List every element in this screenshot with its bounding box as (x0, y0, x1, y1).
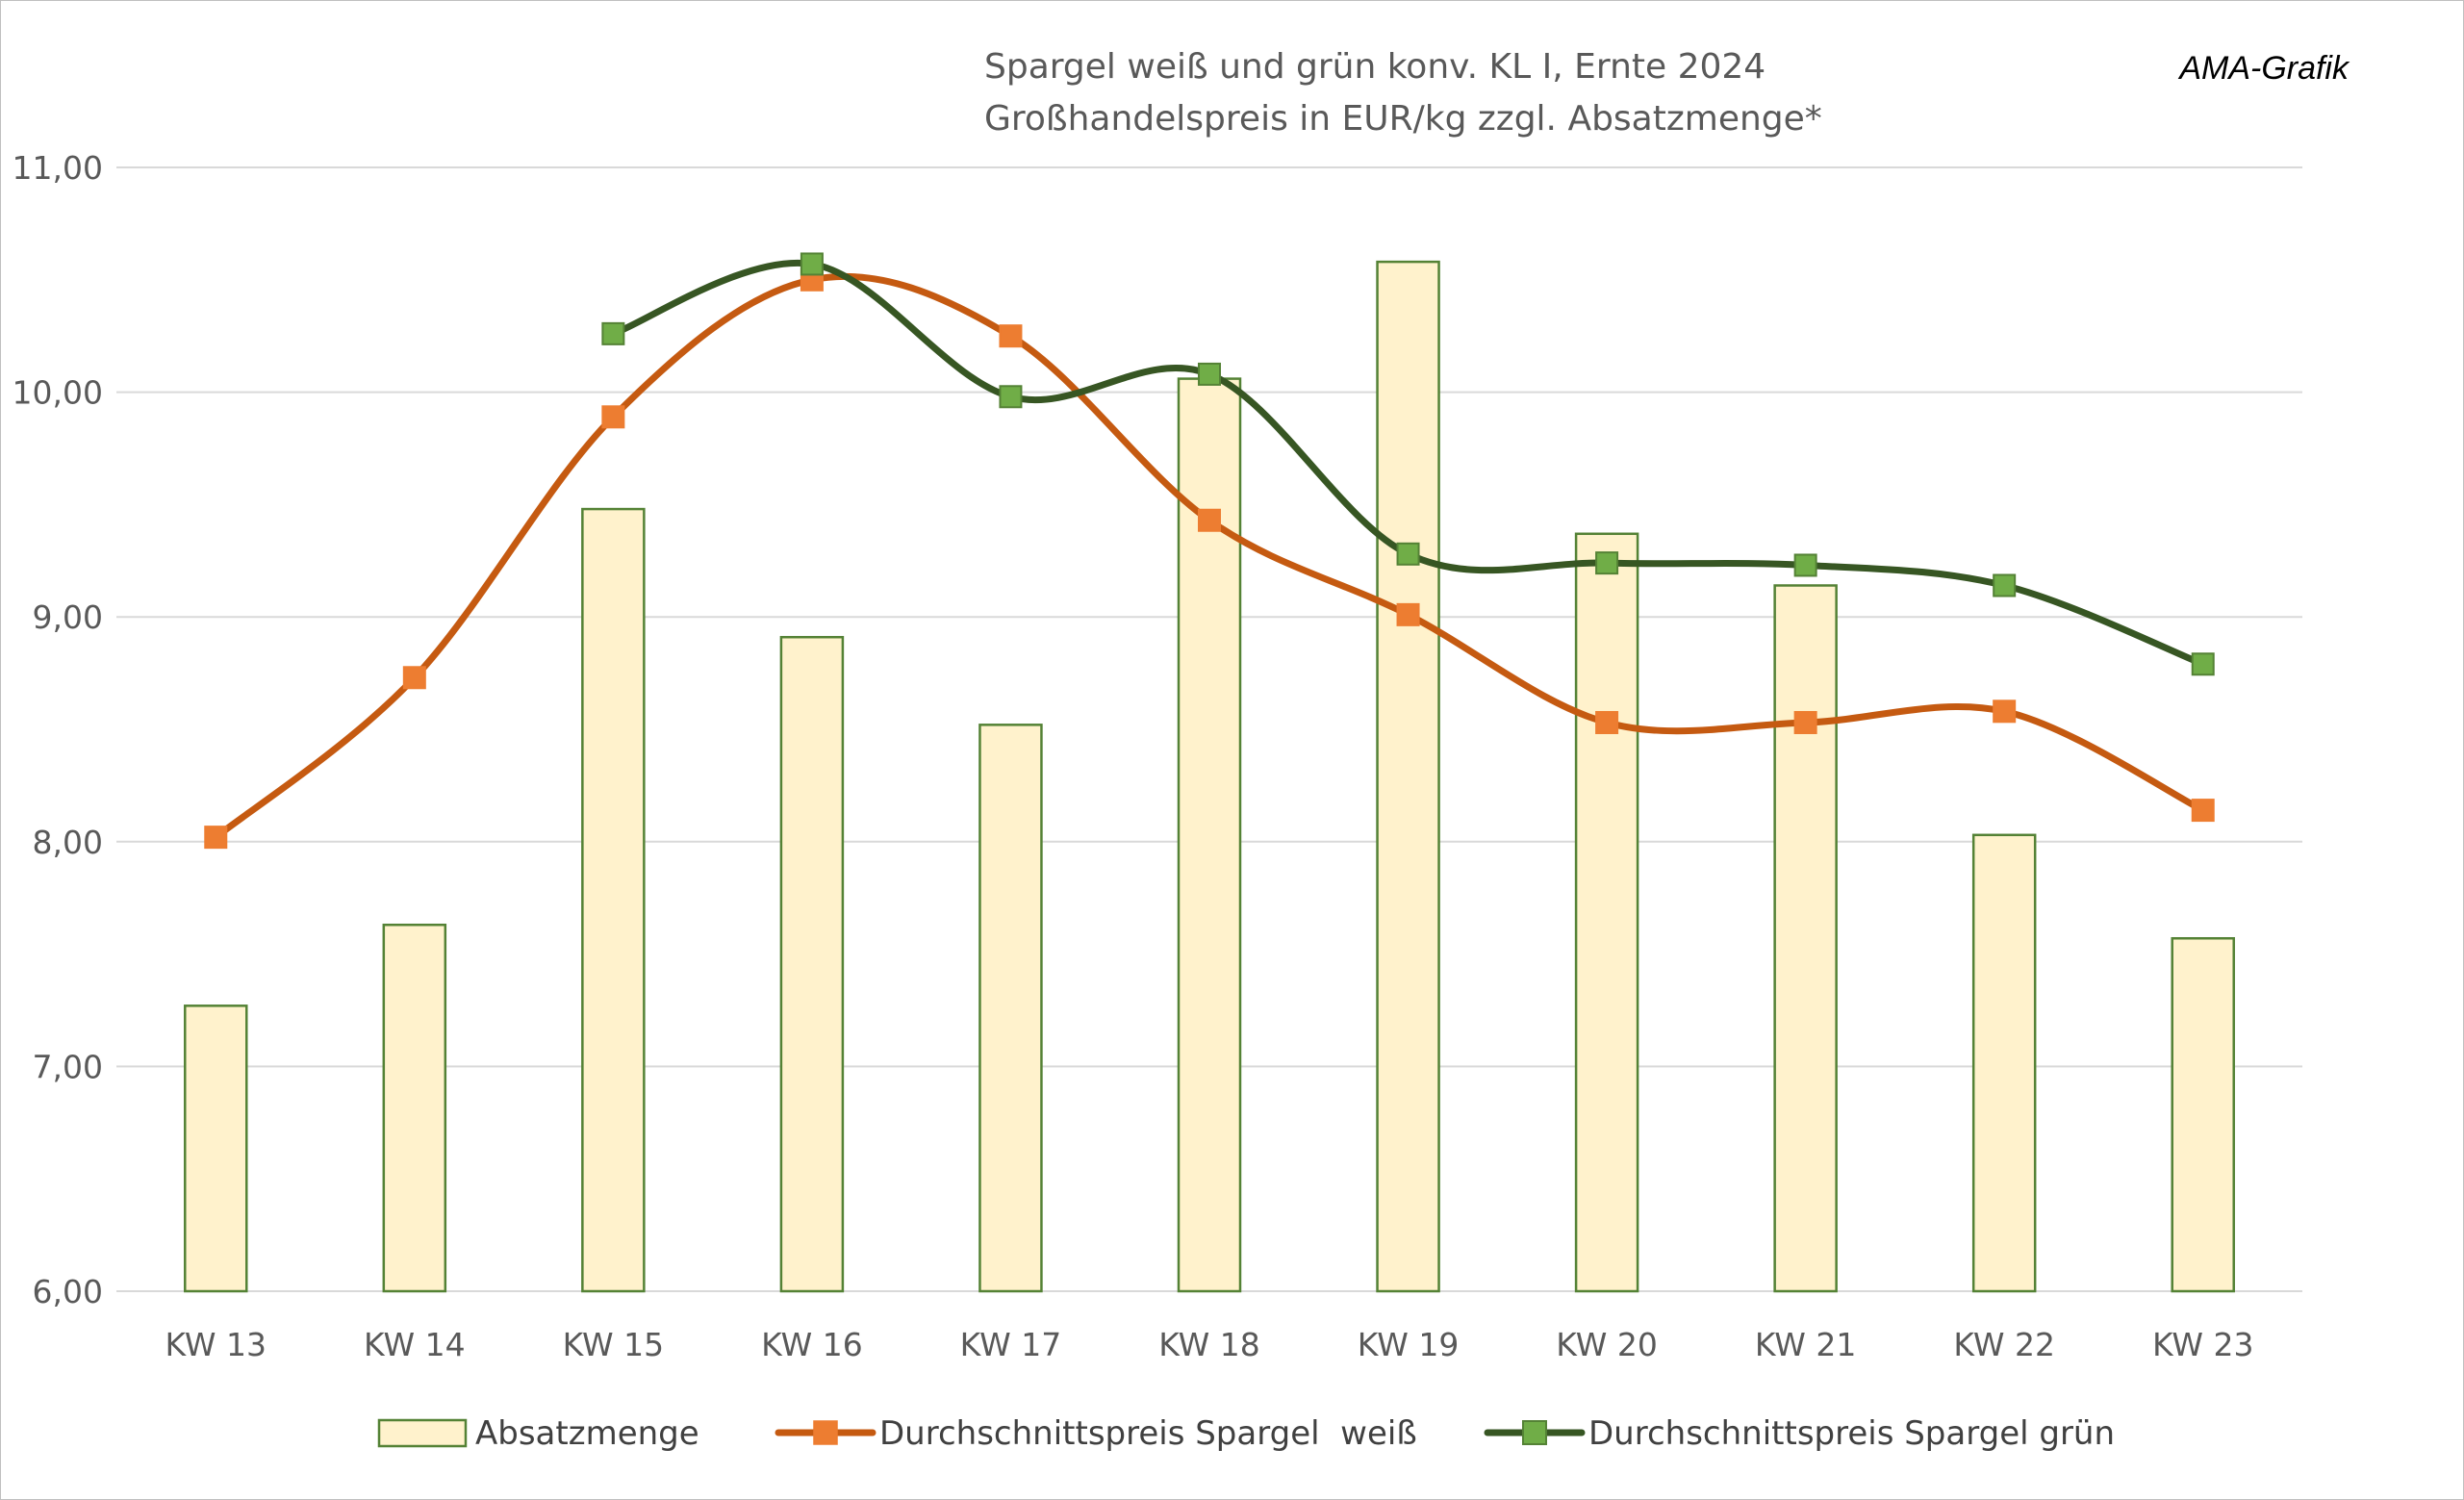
legend-label-gruen: Durchschnittspreis Spargel grün (1588, 1414, 2115, 1453)
price-markers (204, 252, 2215, 850)
marker-durchschnittspreis-gruen (1993, 573, 2017, 597)
bar-absatzmenge (581, 507, 646, 1293)
legend-label-weiss: Durchschnittspreis Spargel weiß (879, 1414, 1417, 1453)
marker-durchschnittspreis-weiss (204, 826, 228, 850)
legend-marker-gruen (1522, 1420, 1547, 1445)
x-axis-tick-labels: KW 13 KW 14 KW 15 KW 16 KW 17 KW 18 KW 19 KW 20… (165, 1326, 2253, 1363)
x-tick-label: KW 15 (563, 1326, 665, 1363)
x-tick-label: KW 19 (1358, 1326, 1460, 1363)
marker-durchschnittspreis-gruen (1595, 551, 1619, 575)
line-durchschnittspreis-gruen (609, 259, 2207, 668)
marker-durchschnittspreis-gruen (800, 252, 824, 276)
legend-label-absatzmenge: Absatzmenge (475, 1414, 699, 1453)
y-tick-label: 6,00 (33, 1273, 103, 1310)
legend-swatch-absatzmenge (377, 1418, 468, 1448)
marker-durchschnittspreis-gruen (1198, 362, 1221, 386)
marker-durchschnittspreis-gruen (2191, 652, 2215, 676)
x-tick-label: KW 20 (1556, 1326, 1658, 1363)
absatzmenge-bars (184, 260, 2235, 1293)
marker-durchschnittspreis-gruen (601, 321, 625, 345)
marker-durchschnittspreis-weiss (1993, 699, 2017, 724)
legend-marker-weiss (813, 1420, 838, 1445)
bar-absatzmenge (382, 923, 447, 1293)
bar-absatzmenge (1376, 260, 1440, 1293)
x-tick-label: KW 17 (960, 1326, 1062, 1363)
marker-durchschnittspreis-weiss (402, 666, 426, 690)
price-lines (212, 259, 2207, 841)
marker-durchschnittspreis-weiss (1396, 602, 1420, 626)
bar-absatzmenge (1971, 833, 2037, 1293)
chart-title: Spargel weiß und grün konv. KL I, Ernte … (984, 47, 1765, 87)
marker-durchschnittspreis-gruen (999, 385, 1023, 409)
y-tick-label: 9,00 (33, 598, 103, 636)
x-tick-label: KW 23 (2152, 1326, 2254, 1363)
x-tick-label: KW 14 (364, 1326, 466, 1363)
bar-absatzmenge (1773, 584, 1838, 1293)
bar-absatzmenge (1574, 532, 1639, 1293)
marker-durchschnittspreis-weiss (1198, 508, 1221, 532)
x-tick-label: KW 21 (1755, 1326, 1857, 1363)
marker-durchschnittspreis-gruen (1396, 542, 1420, 566)
marker-durchschnittspreis-gruen (1793, 553, 1817, 577)
marker-durchschnittspreis-weiss (1793, 710, 1817, 734)
x-tick-label: KW 13 (165, 1326, 267, 1363)
legend: Absatzmenge Durchschnittspreis Spargel w… (377, 1414, 2115, 1453)
line-durchschnittspreis-weiss (212, 272, 2207, 841)
y-tick-label: 10,00 (13, 374, 103, 412)
y-tick-label: 7,00 (33, 1048, 103, 1085)
marker-durchschnittspreis-weiss (2191, 799, 2215, 823)
chart-subtitle: Großhandelspreis in EUR/kg zzgl. Absatzm… (984, 99, 1822, 139)
bar-absatzmenge (779, 635, 845, 1293)
y-tick-label: 8,00 (33, 824, 103, 861)
y-tick-label: 11,00 (13, 149, 103, 187)
bar-absatzmenge (978, 724, 1043, 1293)
bar-absatzmenge (2171, 936, 2235, 1293)
x-tick-label: KW 18 (1158, 1326, 1260, 1363)
bar-absatzmenge (184, 1004, 248, 1293)
x-tick-label: KW 16 (761, 1326, 863, 1363)
marker-durchschnittspreis-weiss (999, 324, 1023, 348)
marker-durchschnittspreis-weiss (601, 405, 625, 429)
x-tick-label: KW 22 (1953, 1326, 2055, 1363)
marker-durchschnittspreis-weiss (1595, 710, 1619, 734)
y-axis-tick-labels: 6,00 7,00 8,00 9,00 10,00 11,00 (13, 149, 103, 1310)
credit-label: AMA-Grafik (2177, 50, 2350, 87)
